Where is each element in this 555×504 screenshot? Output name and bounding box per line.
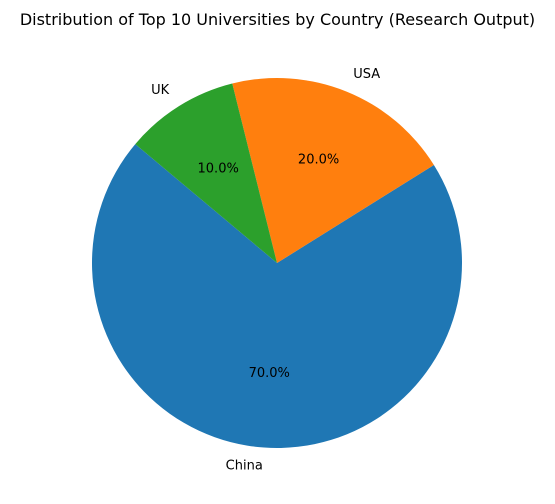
pie-slice-china [92,144,463,448]
percent-label: 10.0% [198,161,239,176]
category-label: USA [353,67,380,82]
pie-slice-usa [232,78,434,263]
pie-slice-uk [135,83,277,263]
percent-label: 20.0% [298,153,339,168]
category-label: China [226,459,263,474]
category-label: UK [151,83,170,98]
chart-title: Distribution of Top 10 Universities by C… [20,10,535,29]
percent-label: 70.0% [249,366,290,381]
pie-labels: China 70.0% USA 20.0% UK 10.0% [151,67,380,474]
pie-slices [92,78,463,448]
